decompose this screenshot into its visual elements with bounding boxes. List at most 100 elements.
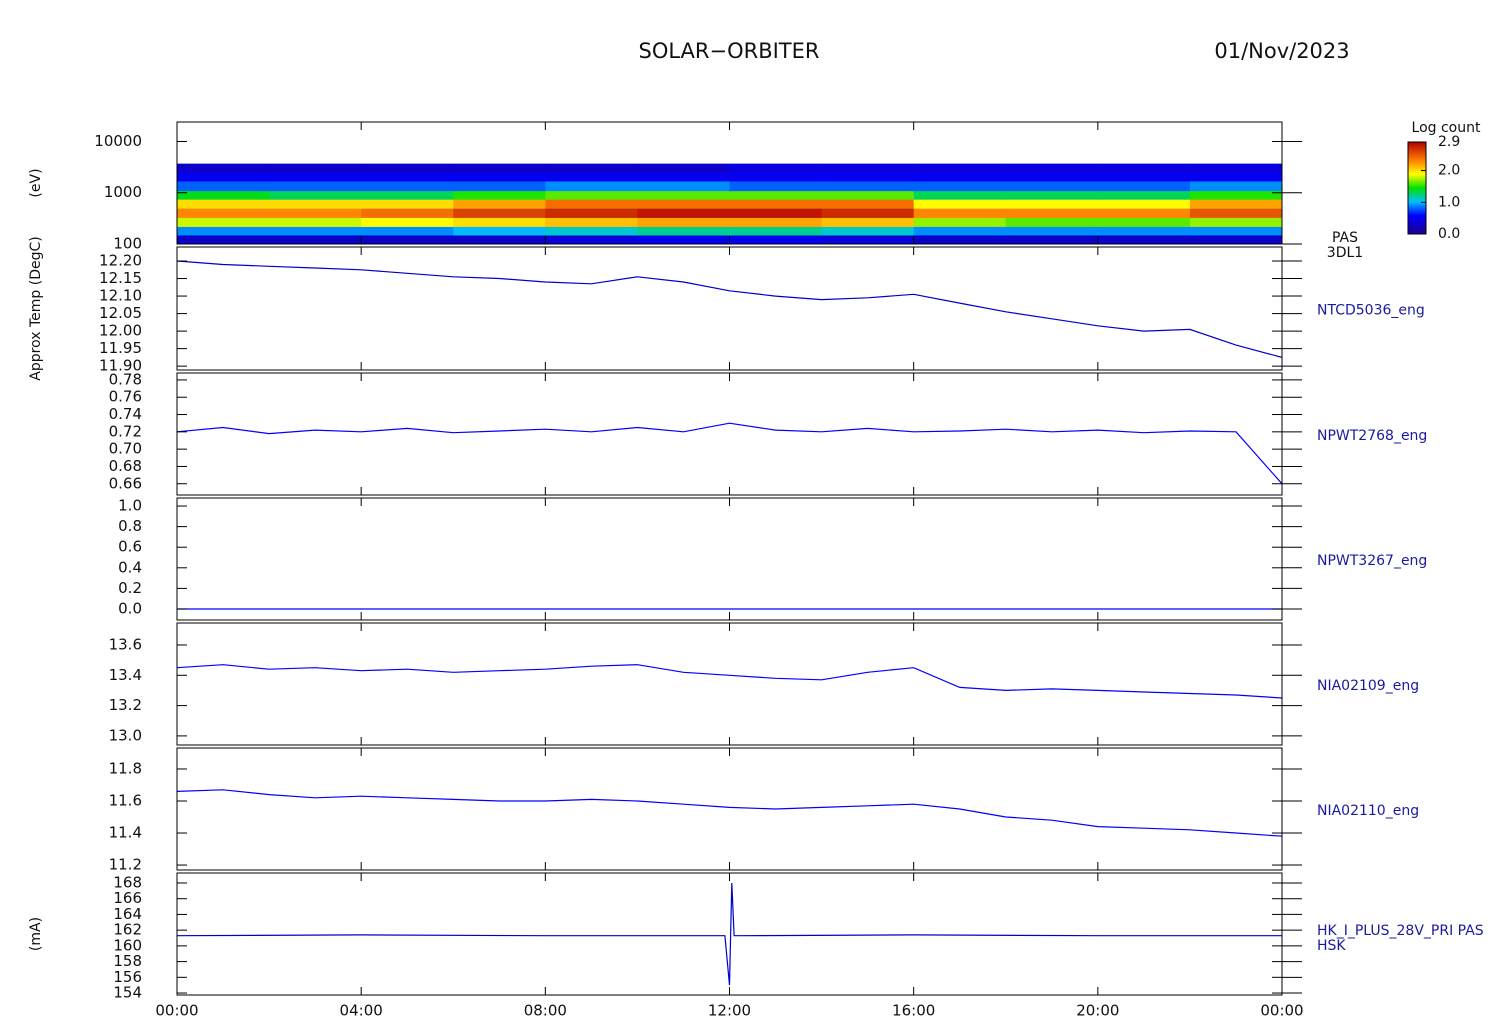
plot-area — [177, 163, 1282, 244]
axes-frame — [176, 246, 1283, 371]
heat-cell — [729, 163, 823, 173]
colorbar — [1407, 141, 1427, 235]
heat-cell — [637, 172, 730, 182]
heat-cell — [177, 163, 270, 173]
heat-cell — [1189, 208, 1282, 218]
heat-cell — [453, 163, 546, 173]
heat-cell — [821, 190, 915, 200]
colorbar-tick-label: 1.0 — [1438, 194, 1460, 210]
y-tick-label: 12.15 — [99, 269, 142, 287]
heat-cell — [361, 190, 454, 200]
colorbar-title: Log count — [1412, 120, 1481, 136]
y-tick-label: 168 — [113, 873, 142, 891]
heat-cell — [729, 217, 823, 227]
heat-cell — [913, 234, 1007, 244]
y-axis-label: Approx Temp (DegC) — [28, 236, 44, 380]
line-series — [177, 882, 1282, 986]
heat-cell — [269, 180, 362, 192]
heat-cell — [545, 226, 638, 236]
heat-cell — [269, 172, 362, 182]
y-tick-label: 164 — [113, 905, 142, 923]
heat-cell — [913, 190, 1007, 200]
y-tick-label: 1000 — [104, 183, 142, 201]
y-tick-label: 11.95 — [99, 339, 142, 357]
line-series — [177, 789, 1282, 837]
panel: 13.0 13.2 13.4 13.6 NIA02109_eng — [109, 622, 1419, 746]
heat-cell — [1189, 190, 1282, 200]
heat-cell — [1097, 163, 1191, 173]
heat-cell — [545, 208, 638, 218]
panel-label: NPWT2768_eng — [1317, 428, 1427, 444]
heat-cell — [637, 180, 730, 192]
heat-cell — [269, 234, 362, 244]
heat-cell — [821, 217, 915, 227]
heat-cell — [821, 199, 915, 209]
panel-label: HSK — [1317, 938, 1346, 954]
axes-frame — [176, 622, 1283, 746]
heat-cell — [913, 172, 1007, 182]
line-series — [177, 260, 1282, 358]
x-tick-label: 00:00 — [1260, 1002, 1303, 1020]
heat-cell — [177, 180, 270, 192]
heat-cell — [177, 172, 270, 182]
heat-cell — [269, 190, 362, 200]
y-tick-label: 154 — [113, 984, 142, 1002]
heat-cell — [1005, 180, 1099, 192]
x-tick-label: 00:00 — [155, 1002, 198, 1020]
heat-cell — [637, 163, 730, 173]
plot-area — [177, 882, 1282, 986]
heat-cell — [545, 163, 638, 173]
panel-label: NTCD5036_eng — [1317, 303, 1425, 319]
heat-cell — [1005, 217, 1099, 227]
colorbar-tick-label: 2.9 — [1438, 134, 1460, 150]
title: SOLAR−ORBITER — [638, 39, 819, 63]
plot-area — [177, 789, 1282, 837]
panel: 0.660.680.700.720.740.760.78 NPWT2768_eng — [109, 370, 1427, 496]
heat-cell — [177, 226, 270, 236]
y-tick-label: 0.78 — [109, 370, 142, 388]
heat-cell — [1005, 163, 1099, 173]
heat-cell — [913, 208, 1007, 218]
heat-cell — [545, 190, 638, 200]
panel-label: NIA02110_eng — [1317, 803, 1419, 819]
y-tick-label: 11.6 — [109, 791, 142, 809]
y-tick-label: 0.72 — [109, 422, 142, 440]
y-tick-label: 0.6 — [118, 538, 142, 556]
heat-cell — [453, 180, 546, 192]
heat-cell — [269, 208, 362, 218]
heat-cell — [1097, 226, 1191, 236]
panel: 0.0 0.2 0.4 0.6 0.8 1.0 NPWT3267_eng — [118, 497, 1427, 621]
axes-frame — [176, 497, 1283, 621]
heat-cell — [269, 226, 362, 236]
y-tick-label: 156 — [113, 968, 142, 986]
heat-cell — [1097, 208, 1191, 218]
heat-cell — [453, 172, 546, 182]
heat-cell — [545, 217, 638, 227]
heat-cell — [637, 234, 730, 244]
heat-cell — [1097, 234, 1191, 244]
heat-cell — [1189, 226, 1282, 236]
y-tick-label: 13.6 — [109, 635, 142, 653]
panel-label: HK_I_PLUS_28V_PRI PAS — [1317, 923, 1484, 939]
heat-cell — [913, 199, 1007, 209]
heat-cell — [361, 199, 454, 209]
heat-cell — [729, 199, 823, 209]
heat-cell — [177, 234, 270, 244]
heat-cell — [637, 217, 730, 227]
plot-area — [177, 260, 1282, 358]
y-tick-label: 0.0 — [118, 599, 142, 617]
heat-cell — [637, 199, 730, 209]
y-tick-label: 13.4 — [109, 666, 142, 684]
y-tick-label: 12.20 — [99, 252, 142, 270]
heat-cell — [1005, 234, 1099, 244]
panel-label: PAS — [1332, 230, 1358, 246]
panel: 11.2 11.4 11.6 11.8 NIA02110_eng — [109, 747, 1419, 874]
heat-cell — [361, 172, 454, 182]
axes-frame — [176, 747, 1283, 871]
y-tick-label: 158 — [113, 952, 142, 970]
heat-cell — [361, 226, 454, 236]
heat-cell — [821, 234, 915, 244]
heat-cell — [1189, 172, 1282, 182]
